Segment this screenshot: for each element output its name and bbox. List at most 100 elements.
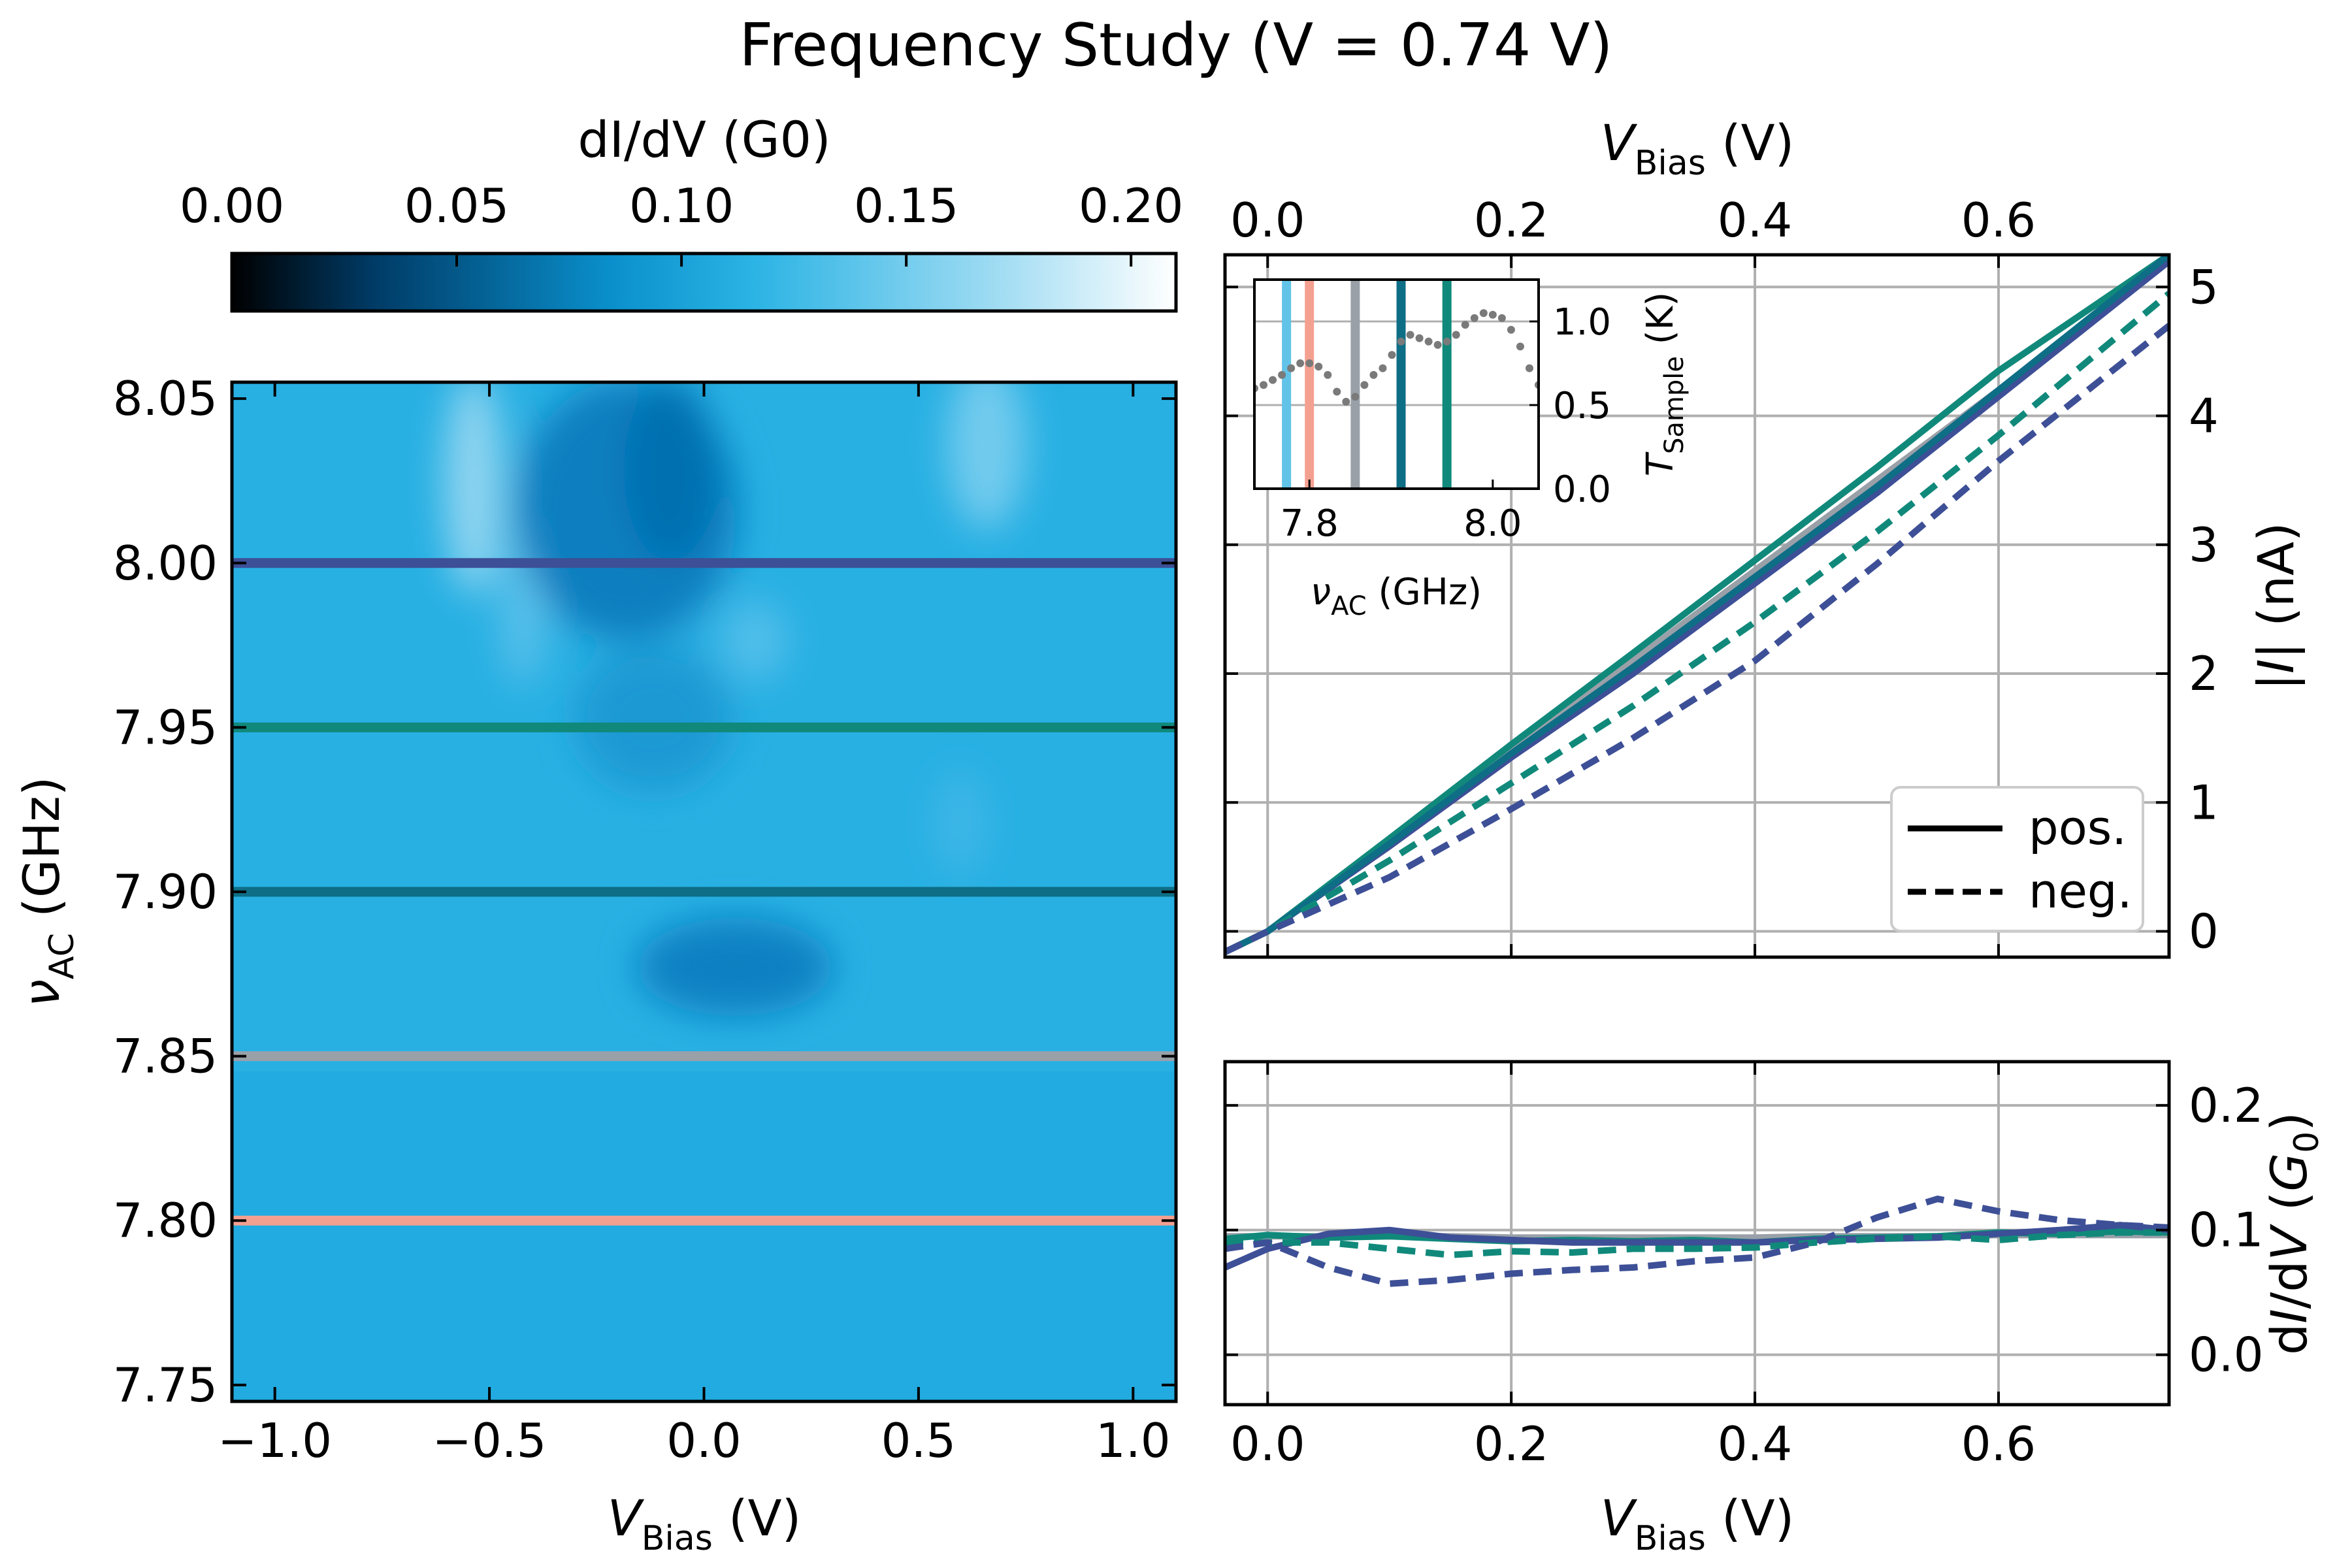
inset-point (1278, 370, 1286, 379)
inset-point (1305, 359, 1314, 367)
heatmap-x-tick-label: 0.0 (666, 1413, 742, 1468)
inset-points (1254, 309, 1539, 406)
inset-grid (1254, 320, 1539, 489)
x-tick-label: 0.0 (1230, 1416, 1305, 1471)
inset-xlabel: νAC (GHz) (1311, 571, 1482, 621)
inset-point (1415, 334, 1424, 342)
x-tick-label: 0.4 (1718, 1416, 1793, 1471)
colorbar-ticks: 0.00 0.05 0.10 0.15 0.20 (180, 178, 1183, 267)
x-tick-label: 0.6 (1961, 1416, 2036, 1471)
series-line-solid (1225, 255, 2169, 956)
iv-top-xlabel: VBias (V) (1601, 114, 1795, 183)
heatmap-y-tick-label: 7.95 (113, 700, 218, 755)
didv-ylabel: dI/dV (G0) (2260, 1112, 2327, 1355)
inset-point (1324, 370, 1332, 379)
y-tick-label: 1 (2189, 775, 2219, 830)
heatmap-x-tick-label: 0.5 (881, 1413, 956, 1468)
inset-point (1397, 337, 1405, 346)
inset-point (1269, 376, 1277, 384)
inset-point (1443, 337, 1451, 346)
series-line-dashed (1225, 1196, 2169, 1287)
inset-point (1360, 381, 1369, 389)
didv-ticks: 0.0 0.2 0.4 0.6 0.0 0.1 0.2 (1225, 1062, 2264, 1471)
series-line-dashed (1225, 323, 2169, 955)
inset-temperature: 7.8 8.0 0.0 0.5 1.0 νAC (GHz) TSample (K) (1253, 278, 1690, 621)
feature-bright-left (444, 382, 503, 595)
inset-ylabel: TSample (K) (1639, 292, 1690, 476)
inset-point (1351, 393, 1360, 401)
heatmap-x-tick-label: −1.0 (218, 1413, 332, 1468)
inset-point (1379, 364, 1387, 372)
feature-bright-rightmid (722, 601, 787, 679)
heatmap-panel: −1.0 −0.5 0.0 0.5 1.0 7.75 7.80 7.85 7.90 7.95 8.0… (12, 371, 1178, 1558)
heatmap-x-tick-label: −0.5 (433, 1413, 547, 1468)
inset-point (1461, 321, 1469, 329)
x-tick-label-top: 0.4 (1718, 193, 1793, 248)
y-tick-label: 0.2 (2189, 1078, 2264, 1133)
iv-ylabel: |I| (nA) (2247, 522, 2306, 690)
didv-series (1225, 1196, 2169, 1287)
inset-y-tick-label: 0.5 (1553, 385, 1611, 427)
inset-point (1497, 314, 1506, 322)
inset-point (1342, 397, 1350, 406)
inset-point (1260, 381, 1268, 389)
heatmap-y-tick-label: 8.05 (113, 371, 218, 426)
iv-ticks: 0.0 0.2 0.4 0.6 0 1 2 3 4 5 (1225, 193, 2219, 959)
heatmap-lower-band (232, 1071, 1176, 1401)
inset-point (1424, 337, 1433, 346)
legend-neg-label: neg. (2029, 864, 2132, 919)
series-line-dashed (1225, 1229, 2169, 1258)
inset-ticks: 7.8 8.0 0.0 0.5 1.0 (1281, 301, 1611, 545)
inset-point (1388, 351, 1396, 359)
heatmap-y-tick-label: 7.90 (113, 864, 218, 919)
inset-x-tick-label: 8.0 (1463, 502, 1522, 545)
inset-frame-bg (1254, 280, 1539, 489)
inset-point (1433, 340, 1442, 349)
figure-title: Frequency Study (V = 0.74 V) (740, 11, 1613, 80)
y-tick-label: 0 (2189, 904, 2219, 959)
colorbar-tick-label: 0.20 (1079, 178, 1183, 233)
feature-dark-mid (637, 918, 833, 1016)
heatmap-y-tick-label: 7.75 (113, 1358, 218, 1413)
heatmap-x-tick-label: 1.0 (1096, 1413, 1171, 1468)
colorbar-tick-label: 0.05 (404, 178, 509, 233)
x-tick-label-top: 0.6 (1961, 193, 2036, 248)
legend-pos-label: pos. (2029, 800, 2127, 855)
colorbar-tick-label: 0.10 (629, 178, 734, 233)
heatmap-ticks: −1.0 −0.5 0.0 0.5 1.0 7.75 7.80 7.85 7.90 7.95 8.0… (113, 371, 1176, 1468)
inset-point (1516, 342, 1524, 351)
feature-dark-diag (575, 647, 732, 791)
colorbar-tick-label: 0.00 (180, 178, 284, 233)
y-tick-label: 0.1 (2189, 1203, 2264, 1258)
feature-bright-low (934, 771, 987, 875)
iv-legend: pos. neg. (1890, 786, 2144, 932)
inset-point (1525, 364, 1533, 372)
y-tick-label: 4 (2189, 389, 2219, 444)
heatmap-y-tick-label: 7.85 (113, 1029, 218, 1084)
heatmap-features (444, 382, 1026, 1016)
didv-frame (1223, 1060, 2171, 1407)
inset-point (1507, 325, 1515, 334)
legend-box (1890, 786, 2144, 932)
series-line-dashed (1225, 291, 2169, 955)
iv-panel: 0.0 0.2 0.4 0.6 0 1 2 3 4 5 VBias (V) |I| (nA) po… (1223, 114, 2306, 959)
inset-point (1287, 364, 1296, 372)
inset-y-tick-label: 0.0 (1553, 468, 1611, 511)
inset-point (1488, 310, 1497, 319)
y-tick-label: 3 (2189, 517, 2219, 572)
feature-bright-right (947, 382, 1026, 529)
heatmap-xlabel: VBias (V) (608, 1489, 802, 1558)
y-tick-label: 0.0 (2189, 1328, 2264, 1382)
heatmap-ylabel: νAC (GHz) (12, 777, 82, 1007)
y-tick-label: 5 (2189, 259, 2219, 314)
feature-dark-core (624, 382, 715, 562)
colorbar-label: dI/dV (G0) (578, 110, 830, 169)
colorbar-tick-label: 0.15 (854, 178, 958, 233)
inset-point (1470, 314, 1478, 322)
inset-frame (1253, 278, 1540, 490)
heatmap-y-tick-label: 8.00 (113, 536, 218, 591)
inset-y-tick-label: 1.0 (1553, 301, 1611, 344)
inset-point (1369, 370, 1378, 379)
inset-point (1296, 359, 1305, 367)
